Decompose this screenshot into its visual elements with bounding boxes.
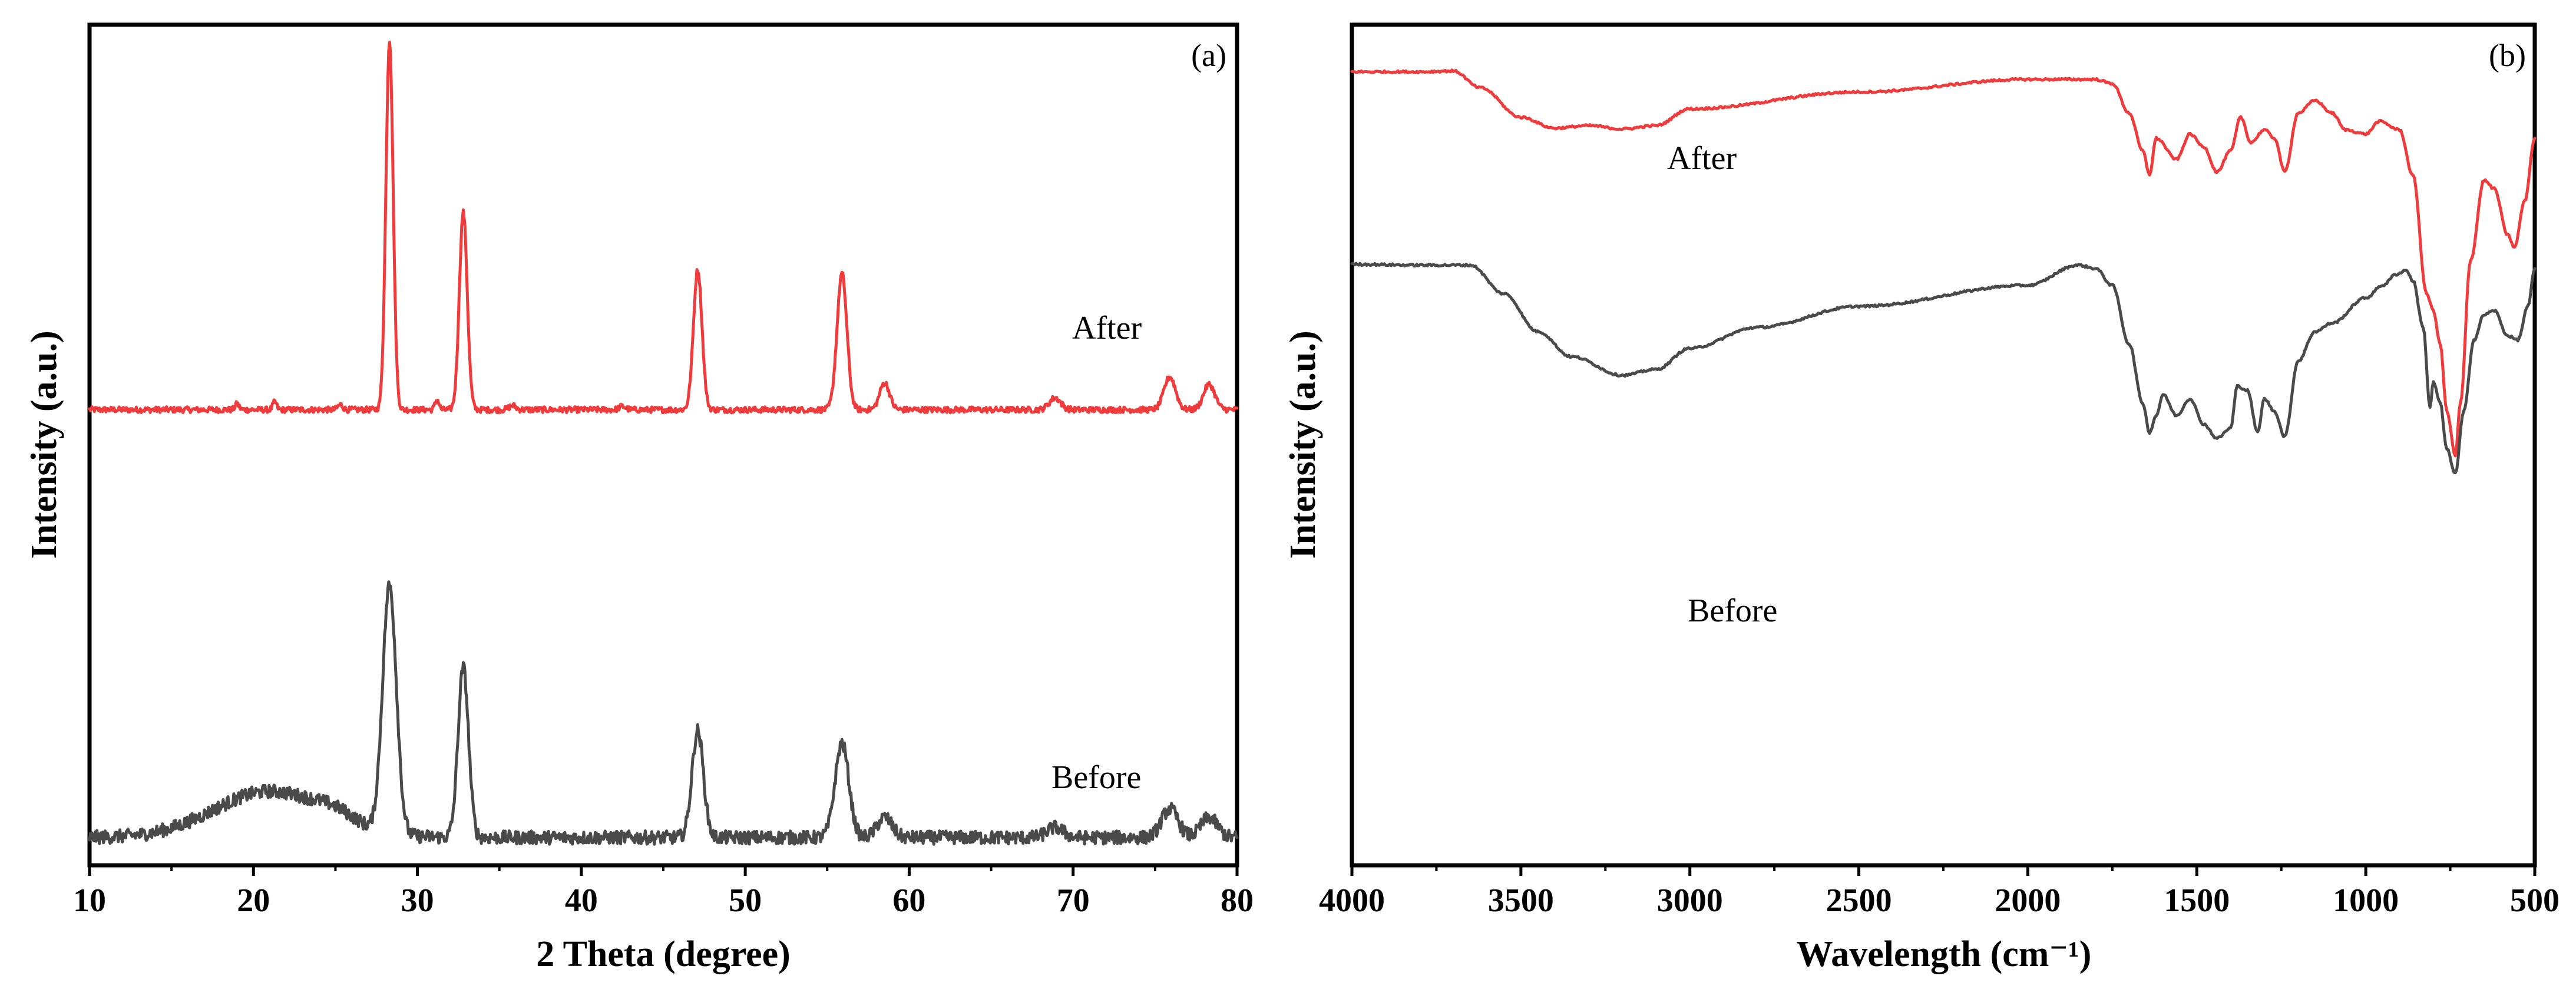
xrd-series-group [88, 41, 1239, 846]
xrd-x-tick-label: 80 [1221, 882, 1254, 919]
xrd-x-tick-label: 70 [1057, 882, 1090, 919]
ftir-x-ticks: 4000 3500 3000 2500 2000 1500 1000 500 [1319, 865, 2560, 919]
xrd-series-after [88, 41, 1239, 415]
ftir-x-tick-label: 3500 [1488, 882, 1554, 919]
ftir-series-group [1350, 68, 2537, 475]
ftir-plot-frame [1350, 22, 2537, 868]
ftir-before-label: Before [1688, 593, 1777, 629]
xrd-x-tick-label: 50 [729, 882, 762, 919]
xrd-panel-tag: (a) [1191, 38, 1226, 73]
ftir-x-tick-label: 2500 [1826, 882, 1892, 919]
xrd-x-tick-label: 10 [73, 882, 106, 919]
ftir-x-tick-label: 500 [2510, 882, 2560, 919]
ftir-x-tick-label: 4000 [1319, 882, 1385, 919]
xrd-x-axis-title: 2 Theta (degree) [536, 934, 791, 974]
xrd-before-label: Before [1051, 759, 1141, 796]
xrd-panel: 10 20 30 40 50 60 70 80 (a) After Before 2 Thet… [24, 22, 1254, 974]
xrd-x-tick-label: 60 [892, 882, 925, 919]
ftir-series-after [1350, 68, 2537, 458]
xrd-series-before [88, 580, 1239, 846]
ftir-x-tick-label: 1000 [2333, 882, 2399, 919]
ftir-y-axis-title: Intensity (a.u.) [1283, 330, 1323, 559]
xrd-y-axis-title: Intensity (a.u.) [24, 330, 64, 559]
ftir-panel: 4000 3500 3000 2500 2000 1500 1000 500 (b) Afte… [1283, 22, 2560, 974]
xrd-plot-frame [87, 22, 1239, 868]
ftir-series-before [1350, 262, 2537, 475]
ftir-x-axis-title: Wavelength (cm⁻¹) [1797, 934, 2092, 974]
ftir-x-tick-label: 3000 [1657, 882, 1723, 919]
xrd-after-label: After [1072, 310, 1142, 346]
ftir-panel-tag: (b) [2489, 38, 2526, 73]
ftir-after-label: After [1667, 140, 1737, 177]
xrd-x-ticks: 10 20 30 40 50 60 70 80 [73, 865, 1254, 919]
ftir-x-tick-label: 1500 [2164, 882, 2230, 919]
xrd-x-tick-label: 30 [401, 882, 434, 919]
ftir-x-tick-label: 2000 [1995, 882, 2061, 919]
xrd-x-tick-label: 40 [565, 882, 598, 919]
xrd-x-tick-label: 20 [237, 882, 270, 919]
